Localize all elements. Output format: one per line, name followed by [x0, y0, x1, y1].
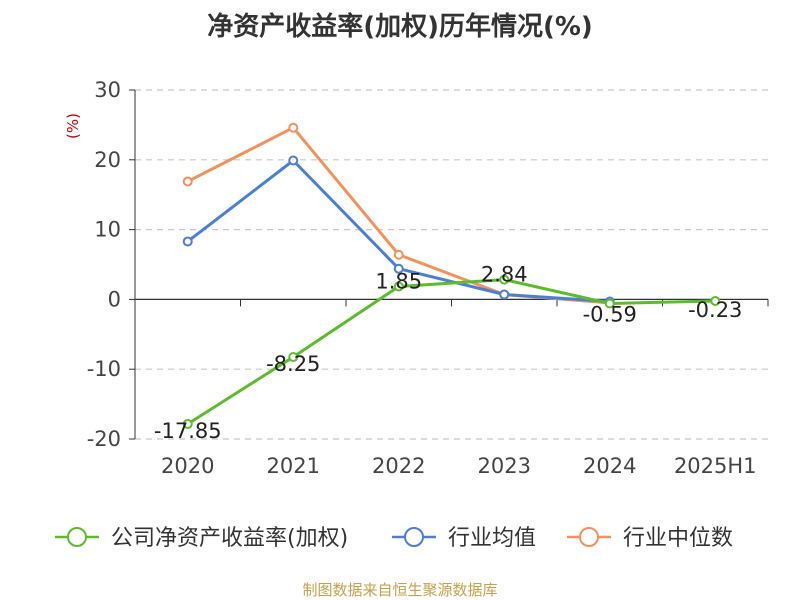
grid-lines	[135, 89, 768, 440]
data-label: 1.85	[375, 269, 422, 293]
data-label: -0.59	[583, 303, 637, 327]
source-note: 制图数据来自恒生聚源数据库	[302, 581, 498, 599]
data-point	[710, 296, 721, 307]
y-axis-unit-label: (%)	[64, 113, 82, 139]
y-tick-label: 20	[94, 148, 121, 172]
data-label: -17.85	[154, 419, 222, 443]
data-point	[393, 281, 404, 292]
data-label: 2.84	[481, 263, 528, 287]
legend-label: 公司净资产收益率(加权)	[111, 526, 348, 551]
legend-swatch-marker	[404, 527, 424, 547]
x-tick-label: 2023	[478, 454, 531, 478]
data-point	[393, 249, 404, 260]
data-point	[288, 351, 299, 362]
legend-item-1: 行业均值	[392, 526, 536, 551]
y-tick-label: 0	[108, 287, 121, 311]
axes: 30 20 10 0 -10 -20 2020 2021 2022 2023 2024 2025H1	[87, 78, 769, 478]
data-point	[288, 122, 299, 133]
x-tick-label: 2025H1	[674, 454, 757, 478]
data-point	[604, 298, 615, 309]
legend-label: 行业中位数	[623, 526, 733, 551]
y-tick-label: -20	[87, 427, 121, 451]
data-label: -8.25	[266, 352, 320, 376]
legend-swatch-marker	[579, 527, 599, 547]
y-tick-label: 30	[94, 78, 121, 102]
legend-swatch-marker	[67, 527, 87, 547]
legend-item-0: 公司净资产收益率(加权)	[55, 526, 348, 551]
data-point	[393, 263, 404, 274]
legend-label: 行业均值	[448, 526, 536, 551]
y-tick-label: -10	[87, 357, 121, 381]
legend-item-2: 行业中位数	[567, 526, 733, 551]
data-point	[499, 289, 510, 300]
data-point	[182, 176, 193, 187]
data-point	[182, 418, 193, 429]
x-tick-label: 2020	[161, 454, 214, 478]
series-line-0	[186, 278, 716, 426]
legend: 公司净资产收益率(加权) 行业均值 行业中位数	[55, 526, 733, 551]
chart-title: 净资产收益率(加权)历年情况(%)	[207, 12, 593, 42]
y-tick-label: 10	[94, 218, 121, 242]
data-point	[288, 155, 299, 166]
x-tick-label: 2021	[267, 454, 320, 478]
data-label: -0.23	[688, 298, 742, 322]
data-labels: -17.85 -8.25 1.85 2.84 -0.59 -0.23	[154, 263, 743, 443]
data-point	[499, 274, 510, 285]
data-point	[182, 236, 193, 247]
x-tick-label: 2022	[372, 454, 425, 478]
x-tick-label: 2024	[583, 454, 636, 478]
series-lines	[182, 122, 721, 429]
